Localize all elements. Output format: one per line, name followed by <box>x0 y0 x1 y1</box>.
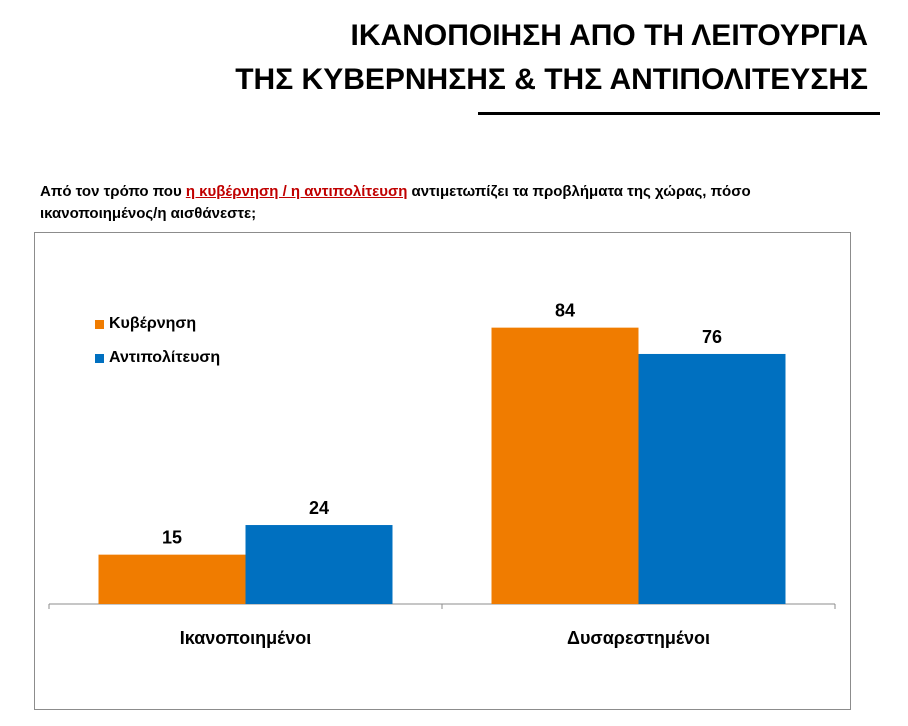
legend-label-opposition: Αντιπολίτευση <box>109 349 221 366</box>
legend-item-government: Κυβέρνηση <box>95 312 220 336</box>
survey-question: Από τον τρόπο που η κυβέρνηση / η αντιπο… <box>40 181 860 225</box>
question-highlight: η κυβέρνηση / η αντιπολίτευση <box>185 183 408 200</box>
title-underline <box>478 112 880 115</box>
category-label: Δυσαρεστημένοι <box>567 628 710 648</box>
bar-opposition-1 <box>638 353 786 604</box>
data-label: 76 <box>702 327 722 347</box>
data-label: 84 <box>555 301 575 321</box>
title-line-1: ΙΚΑΝΟΠΟΙΗΣΗ ΑΠΟ ΤΗ ΛΕΙΤΟΥΡΓΙΑ <box>350 19 868 52</box>
legend-swatch-opposition <box>95 353 104 363</box>
question-text-after: αντιμετωπίζει τα προβλήματα της χώρας, π… <box>40 183 751 222</box>
page-title: ΙΚΑΝΟΠΟΙΗΣΗ ΑΠΟ ΤΗ ΛΕΙΤΟΥΡΓΙΑ ΤΗΣ ΚΥΒΕΡΝ… <box>235 14 868 102</box>
chart-frame <box>34 232 851 710</box>
bar-opposition-0 <box>245 525 393 604</box>
chart-legend: Κυβέρνηση Αντιπολίτευση <box>95 312 220 380</box>
data-label: 24 <box>309 498 329 518</box>
category-label: Ικανοποιημένοι <box>180 628 311 648</box>
legend-label-government: Κυβέρνηση <box>109 315 197 332</box>
legend-swatch-government <box>95 319 104 329</box>
title-line-2: ΤΗΣ ΚΥΒΕΡΝΗΣΗΣ & ΤΗΣ ΑΝΤΙΠΟΛΙΤΕΥΣΗΣ <box>235 63 868 96</box>
legend-item-opposition: Αντιπολίτευση <box>95 346 220 370</box>
bar-government-0 <box>98 554 246 604</box>
question-text-before: Από τον τρόπο που <box>40 183 186 200</box>
data-label: 15 <box>162 528 182 548</box>
bar-government-1 <box>491 327 639 604</box>
